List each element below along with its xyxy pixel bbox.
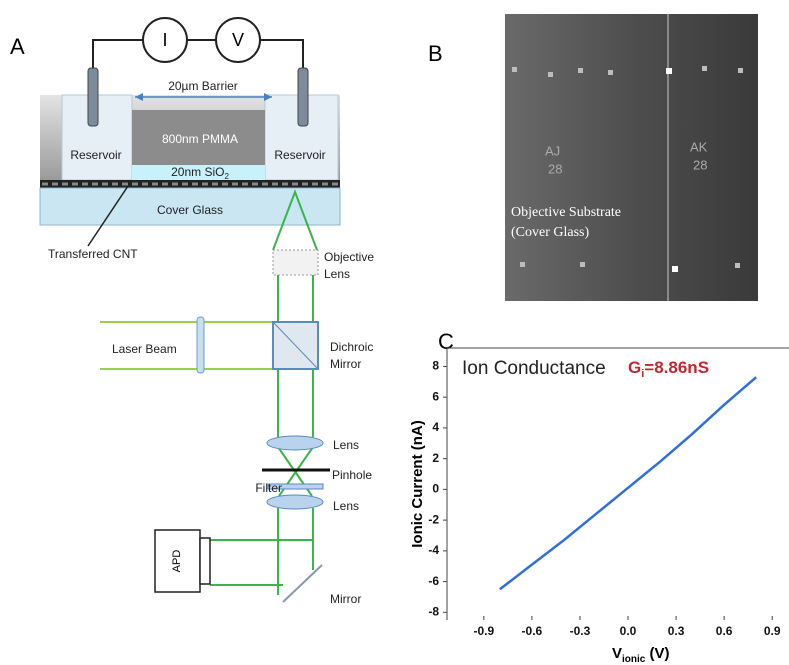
cnt-label: Transferred CNT xyxy=(48,247,138,261)
dichroic-label: Dichroic xyxy=(330,340,373,354)
panel-label: B xyxy=(428,41,443,66)
chart: -8 -6 -4 -2 0 2 4 6 8 -0.9 -0.6 -0.3 0.0 0.3 0.6 0.9 xyxy=(428,347,789,638)
laser-lens xyxy=(196,316,205,374)
x-axis-label: Vionic (V) xyxy=(612,645,670,665)
y-tick-label: -8 xyxy=(428,604,439,618)
panel-label: A xyxy=(10,34,25,59)
y-tick-label: 6 xyxy=(432,389,439,403)
objective-label: Lens xyxy=(324,267,350,281)
arrow-head xyxy=(264,93,272,101)
cnt-layer xyxy=(40,180,340,188)
electrode xyxy=(297,67,309,127)
x-tick-label: 0.3 xyxy=(668,624,685,638)
filter xyxy=(267,483,324,490)
chart-title: Ion Conductance xyxy=(462,358,606,379)
lens xyxy=(266,494,324,510)
y-tick-label: -4 xyxy=(428,543,439,557)
y-tick-label: -2 xyxy=(428,512,439,526)
caption: Objective Substrate xyxy=(511,205,621,220)
x-tick-label: -0.6 xyxy=(522,624,543,638)
objective-label: Objective xyxy=(324,250,374,264)
filter-label: Filter xyxy=(255,481,282,495)
apd xyxy=(154,529,201,593)
caption: (Cover Glass) xyxy=(511,225,589,240)
apd-label: APD xyxy=(171,550,183,573)
meter-label: V xyxy=(232,30,244,50)
y-tick-label: 0 xyxy=(432,482,439,496)
lens-label: Lens xyxy=(333,438,359,452)
dichroic-mirror xyxy=(272,321,319,370)
mirror-label: Mirror xyxy=(330,592,361,606)
annotation-symbol: G xyxy=(628,358,641,377)
x-label-unit: (V) xyxy=(645,645,669,662)
pinhole-label: Pinhole xyxy=(332,468,372,482)
x-label-symbol: V xyxy=(612,645,622,662)
arrow-head xyxy=(135,93,143,101)
x-tick-label: 0.9 xyxy=(764,624,781,638)
annotation: Gi=8.86nS xyxy=(628,358,709,379)
lens-label: Lens xyxy=(333,499,359,513)
x-tick-label: 0.6 xyxy=(716,624,733,638)
annotation-text: =8.86nS xyxy=(644,358,709,377)
reservoir-label: Reservoir xyxy=(70,148,121,162)
sio2 xyxy=(132,165,265,180)
marking: 28 xyxy=(548,161,562,176)
subscript: 2 xyxy=(224,172,229,181)
pointer xyxy=(87,185,129,247)
cover-glass-label: Cover Glass xyxy=(157,203,223,217)
sio2-label: 20nm SiO2 xyxy=(171,165,229,181)
x-label-subscript: ionic xyxy=(622,654,646,665)
objective-lens xyxy=(272,249,319,276)
apd-window xyxy=(199,537,211,585)
marking: AK xyxy=(690,139,708,154)
electrode xyxy=(87,67,99,127)
mirror xyxy=(282,564,323,603)
pmma-label: 800nm PMMA xyxy=(162,132,238,146)
y-tick-label: 2 xyxy=(432,451,439,465)
laser-label: Laser Beam xyxy=(112,342,177,356)
micrograph-dots xyxy=(512,66,743,272)
meter-label: I xyxy=(162,30,167,50)
dichroic-label: Mirror xyxy=(330,357,361,371)
micrograph xyxy=(505,14,758,301)
data-line xyxy=(499,376,757,591)
text: 20nm SiO xyxy=(171,165,224,179)
marking: AJ xyxy=(545,143,560,158)
pmma xyxy=(132,110,265,165)
marking: 28 xyxy=(693,157,707,172)
reservoir-label: Reservoir xyxy=(274,148,325,162)
x-tick-label: 0.0 xyxy=(620,624,637,638)
x-tick-label: -0.3 xyxy=(570,624,591,638)
y-tick-label: 4 xyxy=(432,420,439,434)
barrier-label: 20µm Barrier xyxy=(168,79,238,93)
y-tick-label: -6 xyxy=(428,574,439,588)
circuit xyxy=(92,17,304,70)
lens xyxy=(266,435,324,451)
y-tick-label: 8 xyxy=(432,359,439,373)
annotation-subscript: i xyxy=(641,368,644,380)
y-axis-label: Ionic Current (nA) xyxy=(409,420,426,548)
x-tick-label: -0.9 xyxy=(474,624,495,638)
panel-label: C xyxy=(438,329,454,354)
